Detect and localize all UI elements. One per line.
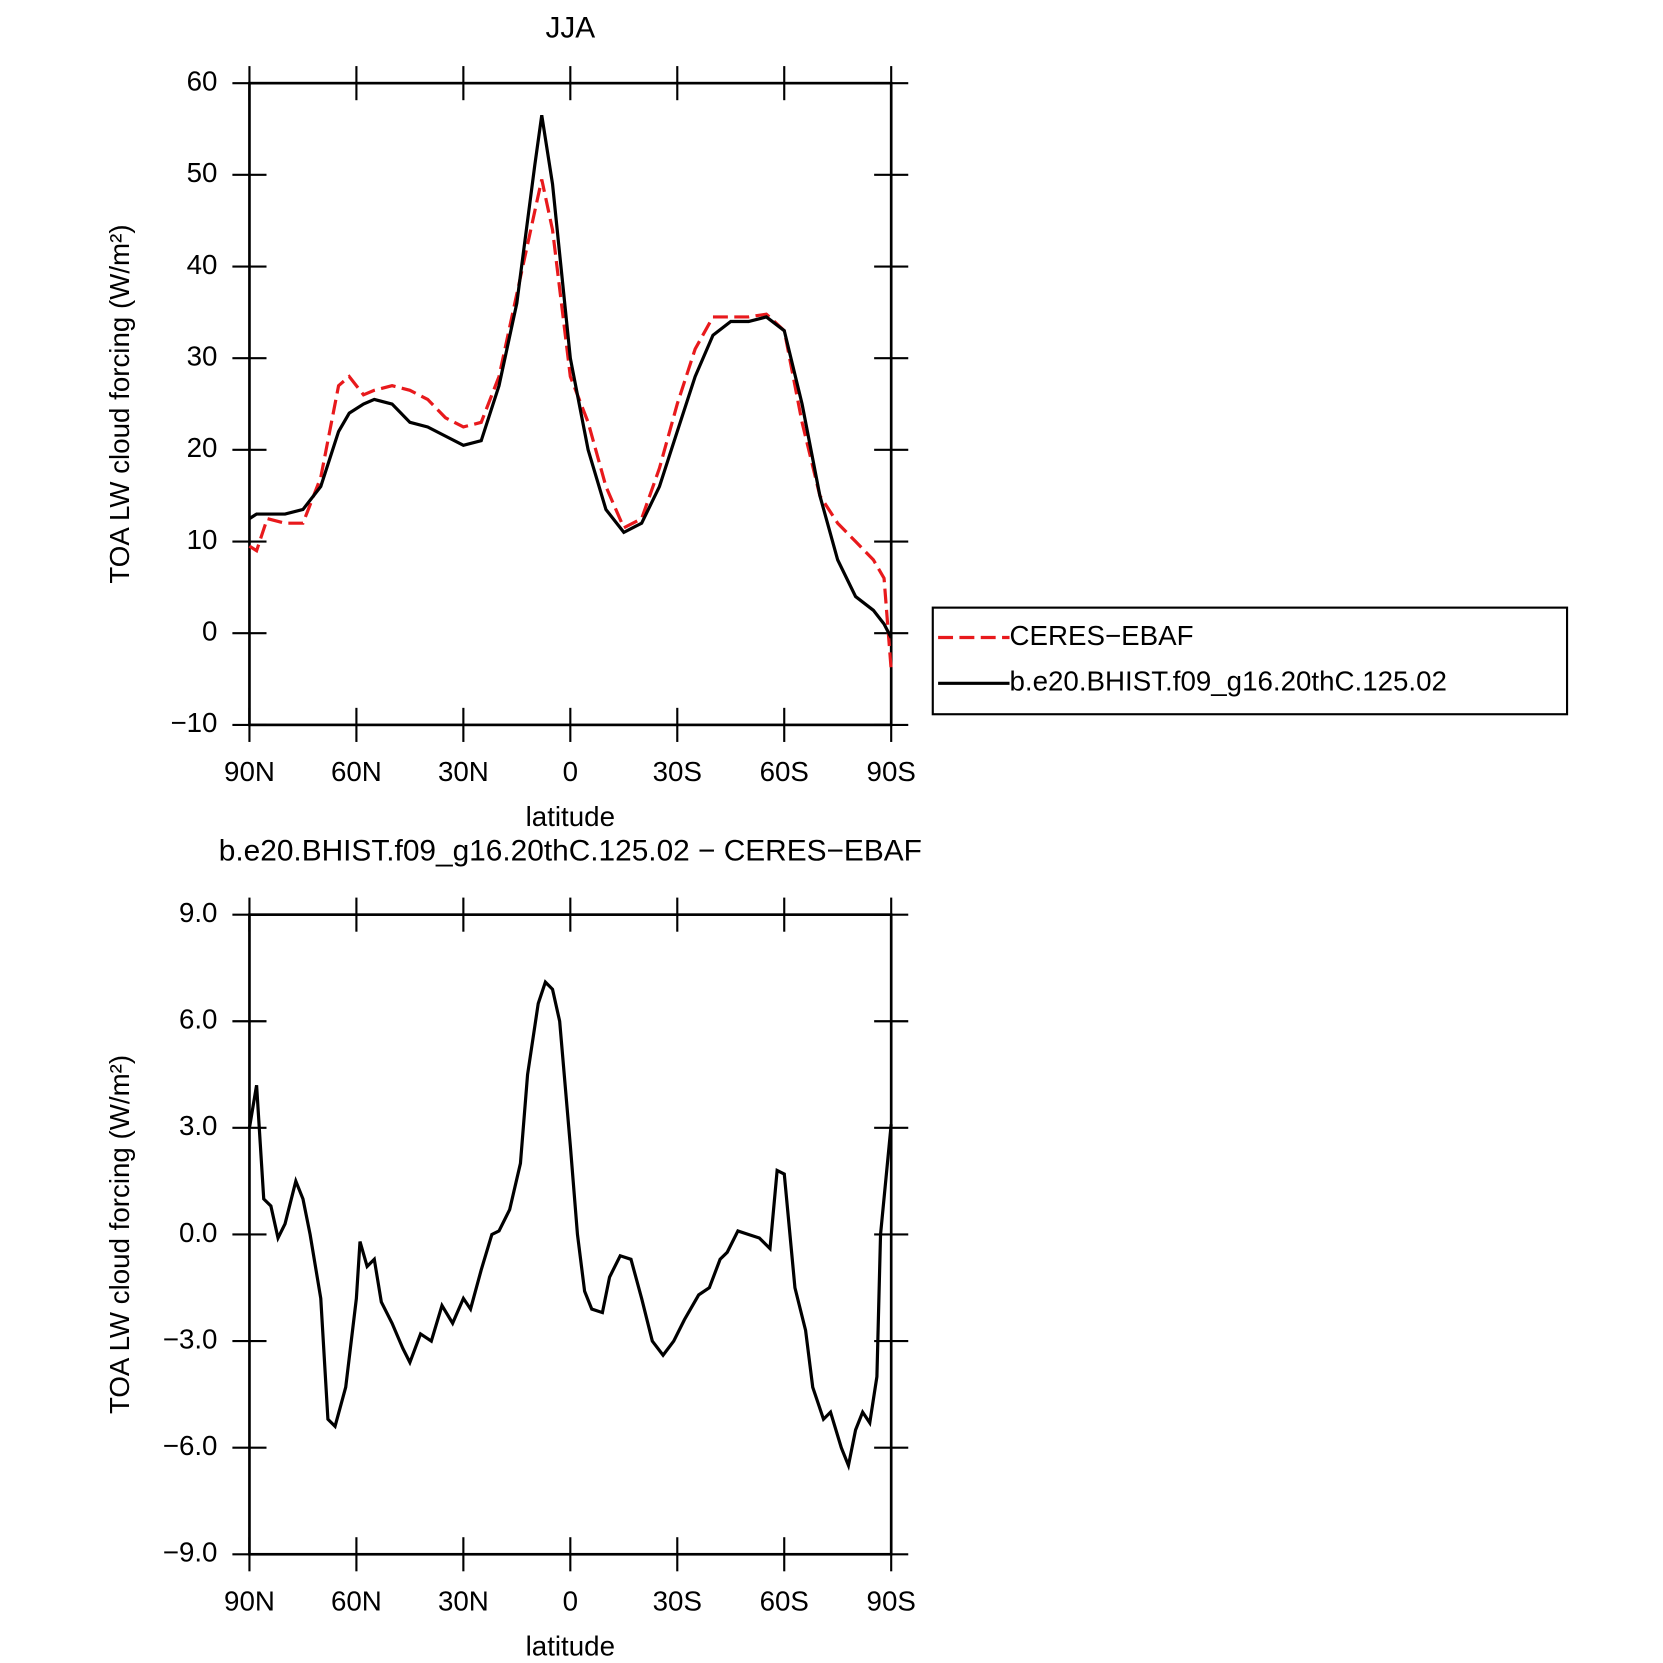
x-tick-label: 90N <box>224 756 275 787</box>
y-tick-label: −3.0 <box>163 1323 218 1354</box>
chart-title: JJA <box>545 12 595 45</box>
y-tick-label: 20 <box>187 432 218 463</box>
series-line <box>248 179 893 671</box>
x-tick-label: 60S <box>760 756 809 787</box>
chart-title: b.e20.BHIST.f09_g16.20thC.125.02 − CERES… <box>219 835 922 868</box>
x-tick-label: 0 <box>563 756 578 787</box>
series-line <box>247 979 893 1472</box>
y-tick-label: 60 <box>187 65 218 96</box>
legend-box <box>931 606 1569 716</box>
legend-label: CERES−EBAF <box>1010 620 1194 651</box>
y-axis-label: TOA LW cloud forcing (W/m²) <box>104 224 135 583</box>
x-tick-label: 30S <box>653 1586 702 1617</box>
x-tick-label: 0 <box>563 1586 578 1617</box>
x-tick-label: 30N <box>438 1586 489 1617</box>
x-axis-label: latitude <box>526 1630 615 1661</box>
x-tick-label: 90N <box>224 1586 275 1617</box>
y-tick-label: 6.0 <box>179 1004 218 1035</box>
y-tick-label: 30 <box>187 340 218 371</box>
y-axis-label: TOA LW cloud forcing (W/m²) <box>104 1055 135 1414</box>
y-tick-label: −10 <box>170 707 217 738</box>
x-tick-label: 90S <box>867 756 916 787</box>
x-tick-label: 30N <box>438 756 489 787</box>
x-tick-label: 60N <box>331 1586 382 1617</box>
y-tick-label: 0 <box>202 616 217 647</box>
x-tick-label: 30S <box>653 756 702 787</box>
x-tick-label: 60S <box>760 1586 809 1617</box>
y-tick-label: 40 <box>187 249 218 280</box>
y-tick-label: −6.0 <box>163 1430 218 1461</box>
y-tick-label: 0.0 <box>179 1217 218 1248</box>
plot-frame <box>248 913 893 1556</box>
y-tick-label: −9.0 <box>163 1537 218 1568</box>
x-axis-label: latitude <box>526 801 615 832</box>
legend-label: b.e20.BHIST.f09_g16.20thC.125.02 <box>1010 666 1447 697</box>
y-tick-label: 9.0 <box>179 897 218 928</box>
y-tick-label: 3.0 <box>179 1110 218 1141</box>
y-tick-label: 10 <box>187 524 218 555</box>
x-tick-label: 60N <box>331 756 382 787</box>
plot-frame <box>248 81 893 727</box>
y-tick-label: 50 <box>187 157 218 188</box>
x-tick-label: 90S <box>867 1586 916 1617</box>
series-line <box>248 114 893 639</box>
